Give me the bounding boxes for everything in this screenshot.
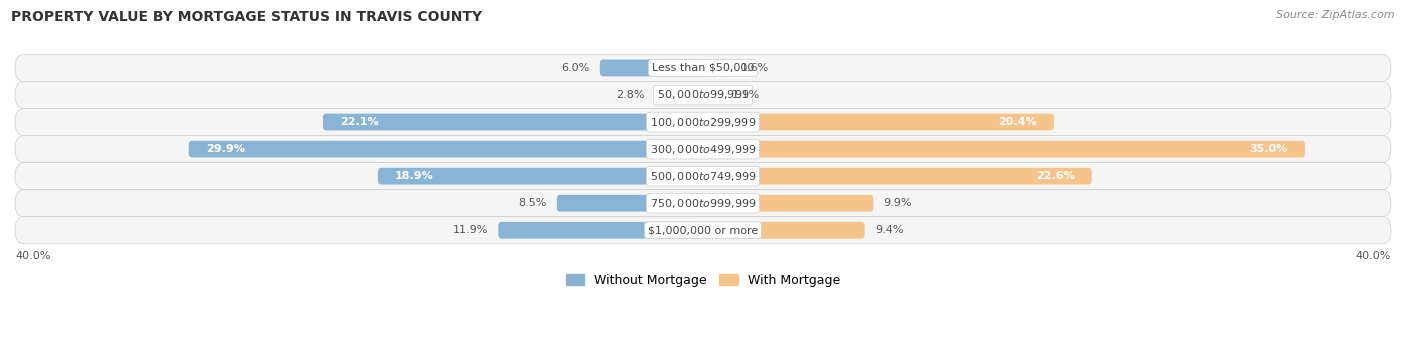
FancyBboxPatch shape	[703, 141, 1305, 157]
Text: 40.0%: 40.0%	[1355, 251, 1391, 260]
Text: $750,000 to $999,999: $750,000 to $999,999	[650, 197, 756, 210]
Text: 35.0%: 35.0%	[1250, 144, 1288, 154]
Text: 11.9%: 11.9%	[453, 225, 488, 235]
FancyBboxPatch shape	[15, 136, 1391, 163]
Text: Source: ZipAtlas.com: Source: ZipAtlas.com	[1277, 10, 1395, 20]
FancyBboxPatch shape	[600, 59, 703, 76]
FancyBboxPatch shape	[15, 54, 1391, 82]
Text: PROPERTY VALUE BY MORTGAGE STATUS IN TRAVIS COUNTY: PROPERTY VALUE BY MORTGAGE STATUS IN TRA…	[11, 10, 482, 24]
FancyBboxPatch shape	[655, 87, 703, 103]
Text: Less than $50,000: Less than $50,000	[652, 63, 754, 73]
Text: 22.6%: 22.6%	[1036, 171, 1074, 181]
Text: 1.1%: 1.1%	[733, 90, 761, 100]
FancyBboxPatch shape	[557, 195, 703, 211]
FancyBboxPatch shape	[498, 222, 703, 239]
Text: 1.6%: 1.6%	[741, 63, 769, 73]
Text: 6.0%: 6.0%	[561, 63, 589, 73]
Text: 2.8%: 2.8%	[616, 90, 644, 100]
Text: 18.9%: 18.9%	[395, 171, 434, 181]
Legend: Without Mortgage, With Mortgage: Without Mortgage, With Mortgage	[561, 269, 845, 292]
Text: $100,000 to $299,999: $100,000 to $299,999	[650, 116, 756, 129]
FancyBboxPatch shape	[15, 190, 1391, 217]
FancyBboxPatch shape	[703, 114, 1054, 131]
FancyBboxPatch shape	[703, 59, 731, 76]
FancyBboxPatch shape	[703, 222, 865, 239]
Text: $1,000,000 or more: $1,000,000 or more	[648, 225, 758, 235]
Text: 20.4%: 20.4%	[998, 117, 1036, 127]
Text: $500,000 to $749,999: $500,000 to $749,999	[650, 170, 756, 183]
Text: 8.5%: 8.5%	[517, 198, 547, 208]
FancyBboxPatch shape	[703, 195, 873, 211]
Text: $50,000 to $99,999: $50,000 to $99,999	[657, 88, 749, 102]
Text: 9.9%: 9.9%	[883, 198, 912, 208]
FancyBboxPatch shape	[15, 82, 1391, 108]
FancyBboxPatch shape	[323, 114, 703, 131]
FancyBboxPatch shape	[188, 141, 703, 157]
Text: 22.1%: 22.1%	[340, 117, 378, 127]
Text: 9.4%: 9.4%	[875, 225, 904, 235]
FancyBboxPatch shape	[15, 163, 1391, 190]
FancyBboxPatch shape	[703, 87, 721, 103]
FancyBboxPatch shape	[703, 168, 1091, 185]
Text: $300,000 to $499,999: $300,000 to $499,999	[650, 142, 756, 156]
FancyBboxPatch shape	[378, 168, 703, 185]
FancyBboxPatch shape	[15, 108, 1391, 136]
Text: 40.0%: 40.0%	[15, 251, 51, 260]
FancyBboxPatch shape	[15, 217, 1391, 244]
Text: 29.9%: 29.9%	[205, 144, 245, 154]
